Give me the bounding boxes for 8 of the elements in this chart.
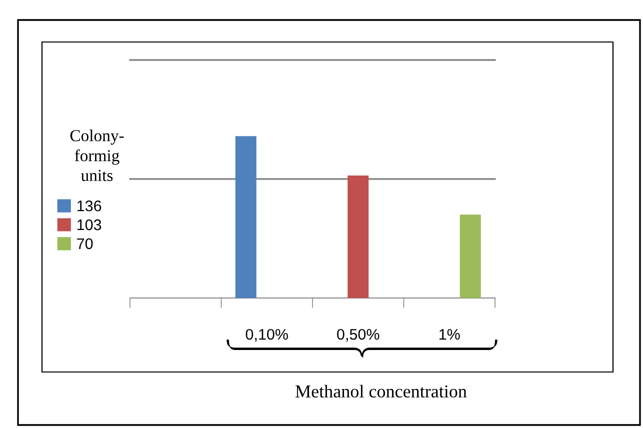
x-tick-label: 1% <box>440 329 460 340</box>
x-tick-label: 0,10% <box>246 328 288 342</box>
legend-label: 136 <box>78 200 102 212</box>
legend-label: 103 <box>78 219 102 230</box>
x-axis-title: Methanol concentration <box>296 384 467 398</box>
legend-label: 70 <box>77 238 93 250</box>
x-tick-label: 0,50% <box>337 328 380 342</box>
y-axis-title: Colony- formig units <box>70 130 124 182</box>
